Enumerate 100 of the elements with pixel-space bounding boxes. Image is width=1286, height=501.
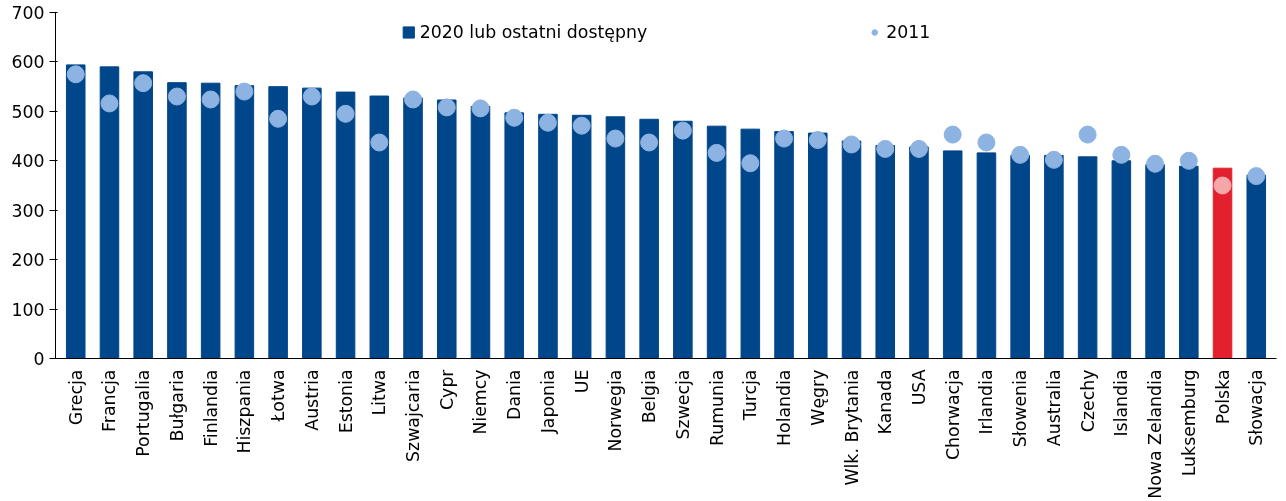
bar [1145, 164, 1165, 359]
point [404, 90, 423, 109]
point [876, 139, 895, 158]
point [1213, 176, 1232, 195]
x-tick-label: Francja [99, 369, 120, 432]
x-tick-label: Słowenia [1010, 369, 1031, 448]
x-tick-label: Szwecja [672, 369, 693, 440]
bar [706, 125, 727, 359]
point [437, 98, 456, 117]
x-tick-label: Austria [301, 369, 322, 431]
point [471, 99, 490, 118]
y-tick-label: 200 [11, 250, 45, 271]
point [1146, 154, 1165, 173]
x-tick-label: Irlandia [976, 369, 997, 435]
bar [571, 114, 592, 359]
point [842, 135, 861, 154]
point [100, 94, 119, 113]
x-tick-label: Islandia [1111, 369, 1132, 437]
x-tick-label: Słowacja [1246, 369, 1267, 446]
point [201, 90, 220, 109]
bar [369, 95, 390, 359]
x-tick-label: Holandia [774, 369, 795, 446]
bar [1044, 154, 1064, 359]
point [167, 87, 186, 106]
x-tick-label: Estonia [335, 369, 356, 434]
x-tick-label: Węgry [807, 369, 828, 426]
bar [942, 150, 963, 359]
bar [1212, 167, 1233, 359]
point [572, 116, 591, 135]
bar [234, 85, 255, 359]
bar [1077, 156, 1098, 359]
point [235, 82, 254, 101]
point [977, 133, 996, 152]
bar [403, 97, 423, 359]
point [808, 131, 827, 150]
x-tick-label: Luksemburg [1178, 369, 1199, 477]
x-tick-label: Łotwa [268, 369, 289, 423]
legend-label: 2011 [886, 22, 931, 42]
point [66, 65, 85, 84]
point [134, 74, 153, 93]
x-tick-label: Chorwacja [942, 369, 963, 461]
y-tick-label: 100 [11, 299, 45, 320]
bar [133, 71, 153, 359]
bar [841, 140, 862, 359]
x-tick-label: Niemcy [470, 369, 491, 435]
x-tick-label: Litwa [369, 369, 390, 416]
y-tick-label: 400 [11, 151, 45, 172]
bar [538, 113, 558, 359]
x-tick-label: Szwajcaria [403, 369, 424, 462]
point [775, 129, 794, 148]
point [336, 104, 355, 123]
point [1247, 167, 1266, 186]
bar [976, 152, 997, 359]
bar [673, 120, 693, 359]
bar [1179, 165, 1199, 359]
point [1011, 145, 1030, 164]
x-tick-label: Finlandia [200, 369, 221, 447]
bar [200, 82, 221, 359]
bar [808, 132, 828, 359]
x-tick-label: Nowa Zelandia [1145, 369, 1166, 499]
legend-label: 2020 lub ostatni dostępny [419, 22, 648, 42]
point [1179, 151, 1198, 170]
x-tick-label: Polska [1212, 369, 1233, 425]
bar [470, 105, 491, 359]
x-tick-label: Rumunia [706, 369, 727, 447]
x-tick-label: Czechy [1077, 369, 1098, 433]
x-tick-label: Dania [504, 369, 525, 420]
point [538, 113, 557, 132]
point [707, 143, 726, 162]
x-tick-label: Kanada [875, 369, 896, 435]
x-tick-label: Japonia [537, 369, 558, 435]
x-tick-label: Australia [1043, 369, 1064, 447]
y-tick-label: 0 [33, 349, 45, 369]
point [673, 121, 692, 140]
y-tick-label: 300 [11, 200, 45, 221]
bar [436, 99, 457, 359]
point [505, 108, 524, 127]
bar [740, 128, 761, 359]
bar [605, 116, 626, 359]
x-tick-label: Hiszpania [234, 369, 255, 454]
point [269, 109, 288, 128]
x-tick-label: Wlk. Brytania [841, 369, 862, 486]
bar [504, 112, 524, 359]
point [370, 133, 389, 152]
x-tick-label: Cypr [436, 368, 457, 410]
bar [65, 64, 86, 359]
bar [909, 146, 929, 359]
bar [302, 87, 322, 359]
point [606, 129, 625, 148]
point [1044, 150, 1063, 169]
y-tick-label: 500 [11, 101, 45, 122]
bar [268, 86, 288, 359]
bar [167, 82, 187, 359]
x-tick-label: Turcja [740, 369, 761, 422]
point [741, 154, 760, 173]
x-tick-label: Grecja [65, 369, 86, 426]
point [909, 139, 928, 158]
x-tick-label: USA [908, 369, 929, 406]
point [1112, 145, 1131, 164]
point [1078, 125, 1097, 144]
